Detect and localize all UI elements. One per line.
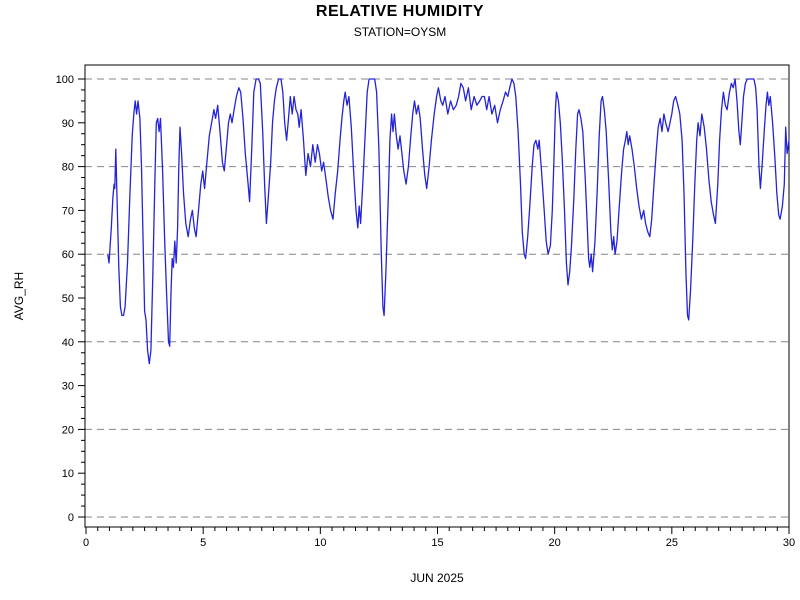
y-tick-label: 40 — [62, 337, 74, 349]
y-tick-label: 10 — [62, 468, 74, 480]
x-axis-label: JUN 2025 — [410, 571, 464, 585]
y-tick-label: 60 — [62, 249, 74, 261]
chart-subtitle: STATION=OYSM — [353, 25, 447, 39]
y-tick-label: 0 — [68, 512, 74, 524]
chart-title: RELATIVE HUMIDITY — [315, 3, 485, 20]
x-tick-label: 30 — [783, 537, 795, 549]
x-tick-label: 5 — [200, 537, 206, 549]
y-tick-label: 20 — [62, 424, 74, 436]
y-tick-label: 100 — [56, 74, 74, 86]
x-tick-label: 15 — [431, 537, 443, 549]
x-tick-label: 20 — [549, 537, 561, 549]
x-tick-label: 10 — [314, 537, 326, 549]
x-tick-label: 25 — [666, 537, 678, 549]
y-tick-label: 80 — [62, 162, 74, 174]
y-tick-label: 30 — [62, 381, 74, 393]
y-tick-label: 50 — [62, 293, 74, 305]
plot-frame — [84, 64, 790, 528]
y-tick-label: 70 — [62, 205, 74, 217]
x-tick-label: 0 — [83, 537, 89, 549]
y-axis-label: AVG_RH — [12, 271, 26, 321]
y-tick-label: 90 — [62, 118, 74, 130]
data-line-avg-rh — [107, 78, 790, 365]
